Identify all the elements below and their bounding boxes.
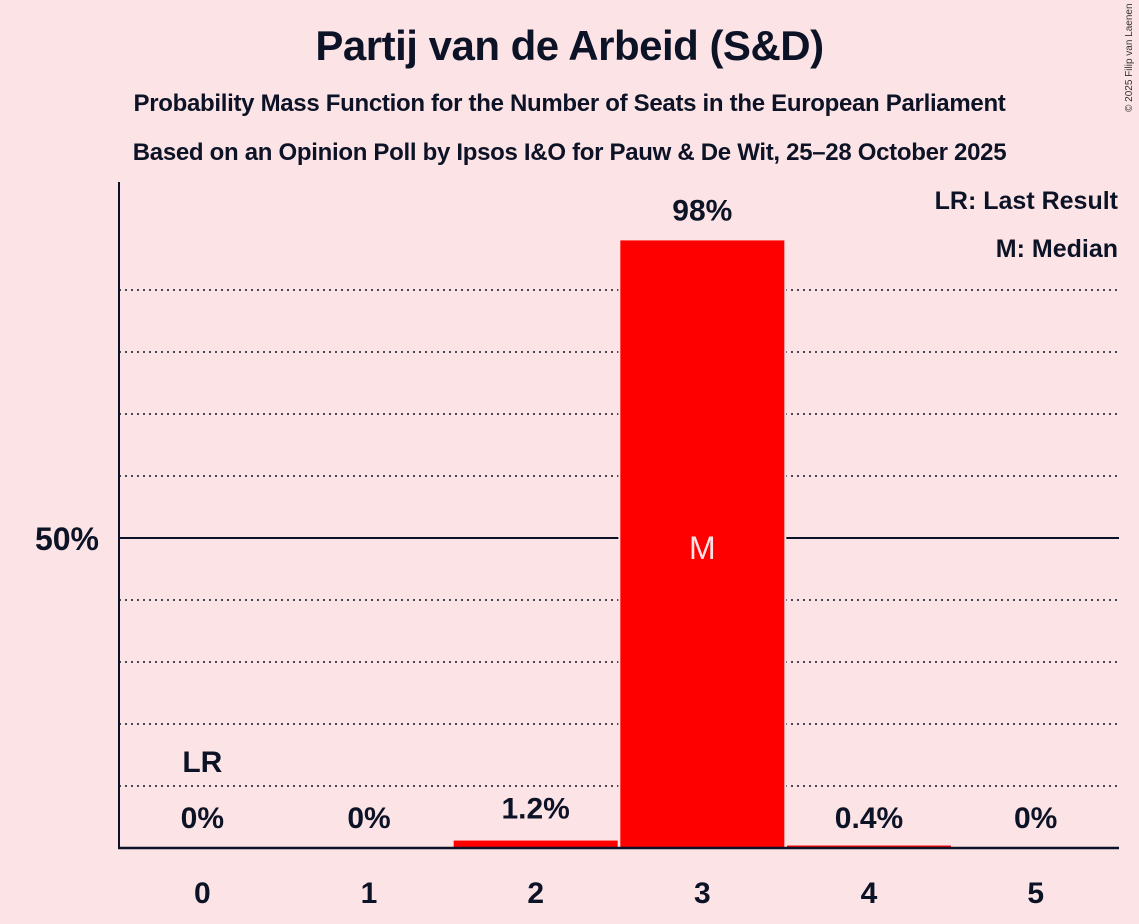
legend-median: M: Median xyxy=(996,235,1118,263)
value-label-4: 0.4% xyxy=(835,802,903,835)
x-tick-label-0: 0 xyxy=(194,877,211,910)
legend-last-result: LR: Last Result xyxy=(935,187,1119,215)
median-marker: M xyxy=(689,530,716,566)
x-tick-label-3: 3 xyxy=(694,877,711,910)
bars xyxy=(451,240,953,848)
bar-3 xyxy=(620,240,785,848)
x-tick-label-5: 5 xyxy=(1027,877,1044,910)
last-result-marker: LR xyxy=(182,746,222,779)
bar-2 xyxy=(453,840,618,848)
value-label-5: 0% xyxy=(1014,802,1057,835)
x-tick-label-1: 1 xyxy=(361,877,378,910)
chart-source-line: Based on an Opinion Poll by Ipsos I&O fo… xyxy=(132,139,1007,166)
value-label-3: 98% xyxy=(672,194,732,227)
value-label-2: 1.2% xyxy=(501,793,569,826)
chart-title: Partij van de Arbeid (S&D) xyxy=(315,22,824,69)
x-tick-label-2: 2 xyxy=(527,877,544,910)
labels: 50% 0% 0 0% 1 1.2% 2 98% 3 0.4% 4 0% 5 LR M xyxy=(35,194,1057,910)
value-label-0: 0% xyxy=(181,802,224,835)
y-tick-label: 50% xyxy=(35,521,99,557)
value-label-1: 0% xyxy=(347,802,390,835)
chart-subtitle: Probability Mass Function for the Number… xyxy=(133,90,1006,117)
axes xyxy=(118,182,1119,850)
x-tick-label-4: 4 xyxy=(861,877,878,910)
